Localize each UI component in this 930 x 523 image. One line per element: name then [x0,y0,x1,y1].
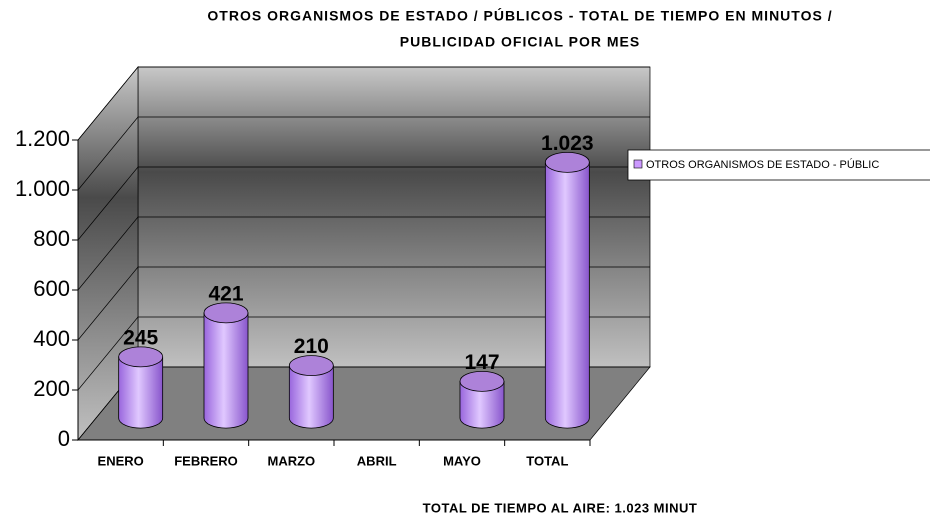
grid-line [77,166,650,241]
grid-line [77,266,650,341]
y-tick-label: 400 [33,326,70,351]
value-label: 421 [208,282,243,305]
cylinder-top [288,355,334,377]
legend-label: OTROS ORGANISMOS DE ESTADO - PÚBLIC [646,158,879,171]
annotation: TOTAL DE TIEMPO AL AIRE: 1.023 MINUT [423,500,698,515]
y-tick-label: 600 [33,276,70,301]
cylinder-body [288,365,334,429]
value-label: 1.023 [541,132,594,155]
y-tick-label: 0 [58,426,70,451]
x-tick-label: ABRIL [357,453,397,468]
y-tick-label: 200 [33,376,70,401]
x-tick-label: ENERO [98,453,144,468]
x-tick-label: MARZO [267,453,315,468]
bar [118,346,164,429]
bar [459,370,505,429]
y-tick-label: 800 [33,226,70,251]
legend-swatch [633,159,643,169]
chart-title: PUBLICIDAD OFICIAL POR MES [400,34,640,50]
y-tick-label: 1.200 [15,126,70,151]
x-tick-label: TOTAL [526,453,568,468]
cylinder-top [544,151,590,173]
cylinder-top [459,370,505,392]
cylinder-body [203,312,249,429]
y-tick-label: 1.000 [15,176,70,201]
value-label: 147 [464,351,499,374]
x-tick-label: MAYO [443,453,481,468]
cylinder-body [459,380,505,429]
bar [544,151,590,429]
grid-line [77,216,650,291]
cylinder-top [203,302,249,324]
chart-title: OTROS ORGANISMOS DE ESTADO / PÚBLICOS - … [207,7,832,24]
grid-line [77,66,650,141]
bar [203,302,249,429]
legend-box [627,149,930,181]
x-tick-label: FEBRERO [174,453,238,468]
value-label: 210 [294,335,329,358]
cylinder-body [544,161,590,429]
cylinder-top [118,346,164,368]
bar [288,355,334,429]
grid-line [77,116,650,191]
cylinder-body [118,356,164,429]
grid-line [77,316,650,391]
value-label: 245 [123,326,158,349]
